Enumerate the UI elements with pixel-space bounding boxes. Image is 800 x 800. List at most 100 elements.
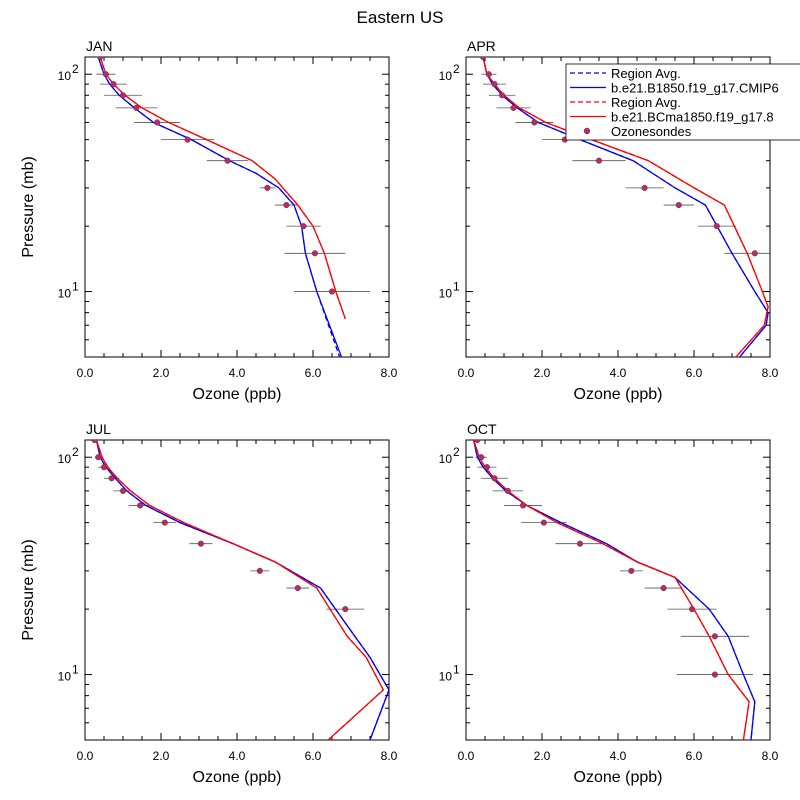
series-line-blue-dashed (472, 440, 756, 740)
ozonesonde-point (483, 464, 490, 471)
x-tick-label: 0.0 (77, 366, 94, 380)
ozonesonde-point (504, 487, 511, 494)
y-tick-label: 10 (58, 452, 72, 466)
series-line-blue-solid (95, 440, 389, 740)
ozonesonde-point (100, 464, 108, 471)
y-tick-label: 10 (439, 287, 453, 301)
series-line-red-solid (95, 440, 385, 740)
series-line-blue-dashed (95, 440, 389, 740)
ozonesonde-point (342, 606, 349, 613)
x-axis: 0.0 2.0 4.0 6.0 8.0 (458, 440, 779, 763)
legend-entry: b.e21.BCma1850.f19_g17.8 (570, 110, 774, 125)
ozonesonde-point (485, 71, 492, 78)
x-tick-label: 6.0 (305, 749, 322, 763)
x-tick-label: 0.0 (458, 749, 475, 763)
y-tick-label: 10 (439, 69, 453, 83)
x-axis: 0.0 2.0 4.0 6.0 8.0 (77, 440, 398, 763)
y-tick-exponent: 1 (453, 663, 460, 677)
ozonesonde-point (480, 57, 487, 61)
plot-frame (84, 439, 390, 741)
series-line-red-solid (99, 57, 346, 319)
ozonesonde-point (519, 502, 527, 509)
x-tick-label: 0.0 (77, 749, 94, 763)
series-line-red-solid (482, 57, 769, 357)
series-line-blue-solid (482, 57, 769, 357)
legend-entry: b.e21.B1850.f19_g17.CMIP6 (570, 81, 779, 96)
ozonesonde-point (499, 92, 506, 99)
y-tick-exponent: 1 (72, 280, 79, 294)
ozonesonde-point (540, 519, 547, 526)
y-axis-label: Pressure (mb) (20, 539, 37, 640)
series-line-red-solid (472, 440, 750, 740)
ozonesonde-point (184, 136, 191, 143)
x-axis-label: Ozone (ppb) (193, 769, 282, 786)
ozonesonde-point (675, 202, 682, 209)
legend-entry: Ozonesondes (583, 124, 692, 139)
x-axis-label: Ozone (ppb) (574, 386, 663, 403)
ozonesonde-point (110, 81, 117, 88)
x-tick-label: 2.0 (534, 366, 551, 380)
ozonesonde-point (97, 57, 104, 61)
x-tick-label: 6.0 (305, 366, 322, 380)
plot-frame (465, 439, 771, 741)
ozonesonde-point (133, 104, 140, 111)
y-tick-exponent: 2 (72, 62, 79, 76)
x-tick-label: 4.0 (229, 749, 246, 763)
legend-label: b.e21.BCma1850.f19_g17.8 (611, 110, 774, 125)
x-tick-label: 6.0 (686, 749, 703, 763)
ozonesonde-point (161, 519, 168, 526)
series-line-blue-solid (472, 440, 756, 740)
x-tick-label: 4.0 (229, 366, 246, 380)
x-axis-label: Ozone (ppb) (574, 769, 663, 786)
ozonesonde-point (595, 157, 603, 164)
ozonesonde-point (264, 184, 271, 191)
y-tick-label: 10 (439, 670, 453, 684)
ozonesonde-point (660, 585, 667, 592)
ozonesonde-point (119, 487, 127, 494)
legend-label: Region Avg. (611, 95, 681, 110)
panel-label-jan: JAN (86, 38, 112, 54)
ozonesonde-point (474, 440, 481, 444)
panel-label-oct: OCT (467, 421, 497, 437)
ozonesonde-point (576, 540, 584, 547)
ozonesonde-point (294, 585, 301, 592)
ozonesonde-point (491, 81, 498, 88)
ozonesonde-point (283, 202, 290, 209)
ozonesonde-point (628, 567, 635, 574)
ozonesonde-point (95, 454, 102, 461)
y-tick-exponent: 1 (72, 663, 79, 677)
series-line-red-dashed (472, 440, 750, 740)
x-tick-label: 2.0 (534, 749, 551, 763)
ozonesonde-point (102, 71, 109, 78)
x-tick-label: 8.0 (762, 749, 779, 763)
y-axis-label: Pressure (mb) (20, 156, 37, 257)
y-tick-label: 10 (58, 287, 72, 301)
x-tick-label: 6.0 (686, 366, 703, 380)
y-tick-label: 10 (58, 69, 72, 83)
ozonesonde-point (119, 92, 127, 99)
ozonesonde-point (137, 502, 144, 509)
ozonesonde-point (328, 288, 336, 295)
series-line-red-dashed (99, 57, 346, 319)
plot-area (472, 440, 756, 740)
legend-entry: Region Avg. (570, 66, 681, 81)
ozonesonde-point (300, 223, 307, 230)
x-axis: 0.0 2.0 4.0 6.0 8.0 (458, 57, 779, 380)
ozonesonde-point (531, 119, 538, 126)
x-tick-label: 0.0 (458, 366, 475, 380)
x-axis: 0.0 2.0 4.0 6.0 8.0 (77, 57, 398, 380)
ozonesonde-point (154, 119, 161, 126)
figure-title: Eastern US (357, 8, 444, 27)
legend-label: Region Avg. (611, 66, 681, 81)
ozonesonde-point (197, 540, 204, 547)
ozonesonde-point (311, 250, 318, 257)
y-tick-exponent: 2 (453, 62, 460, 76)
legend-label: b.e21.B1850.f19_g17.CMIP6 (611, 81, 779, 96)
legend-entry: Region Avg. (570, 95, 681, 110)
